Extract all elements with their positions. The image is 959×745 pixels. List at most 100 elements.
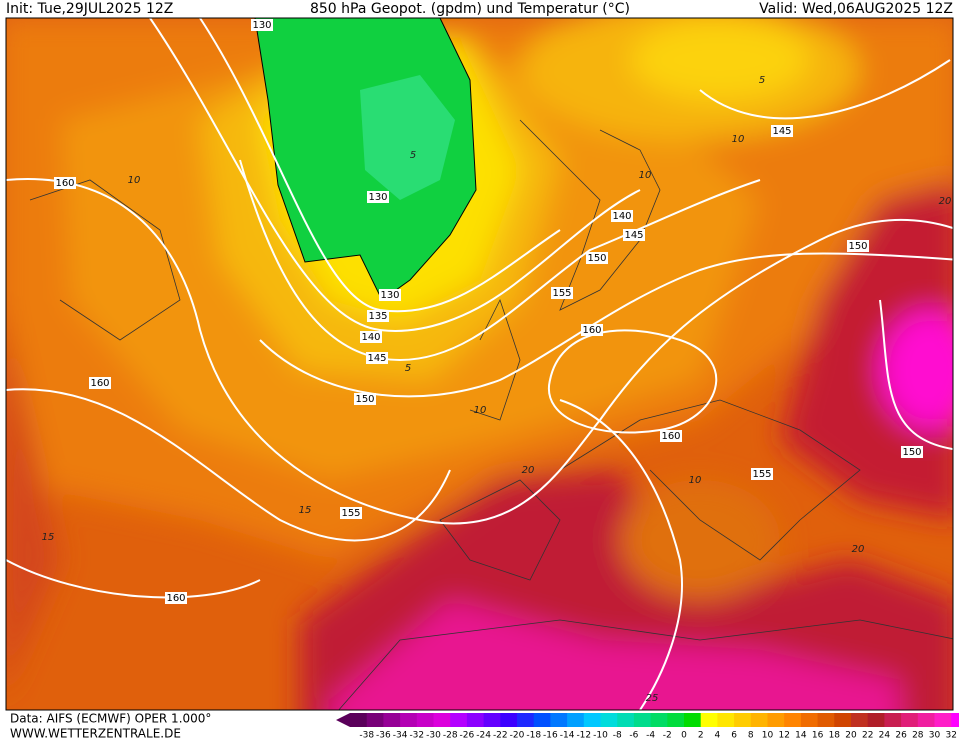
- init-label: Init: Tue,29JUL2025 12Z: [6, 1, 173, 17]
- colorbar-swatch: [400, 713, 418, 727]
- geopotential-label: 150: [848, 241, 867, 252]
- isotherm-label: 10: [474, 405, 487, 416]
- colorbar-tick-label: 30: [929, 731, 941, 741]
- geopotential-label: 160: [582, 325, 601, 336]
- colorbar-swatch: [901, 713, 919, 727]
- geopotential-label-box: [751, 468, 773, 480]
- colorbar-tick-label: 10: [762, 731, 774, 741]
- colorbar-swatch: [650, 713, 668, 727]
- colorbar-swatch: [884, 713, 902, 727]
- isotherm-label: 5: [759, 75, 765, 86]
- data-source: Data: AIFS (ECMWF) OPER 1.000°: [10, 712, 211, 726]
- isotherm-label: 15: [42, 532, 55, 543]
- isotherm-label: 10: [639, 170, 652, 181]
- isotherm-label: 20: [939, 196, 952, 207]
- geopotential-label-box: [586, 252, 608, 264]
- isotherm-label: 5: [405, 363, 411, 374]
- map-title: 850 hPa Geopot. (gpdm) und Temperatur (°…: [310, 1, 630, 17]
- geopotential-label-box: [367, 310, 389, 322]
- colorbar-swatch: [433, 713, 451, 727]
- geopotential-label-box: [551, 287, 573, 299]
- geopotential-label: 145: [367, 353, 386, 364]
- geopotential-label: 145: [624, 230, 643, 241]
- colorbar-tick-label: 28: [912, 731, 924, 741]
- geopotential-label: 150: [587, 253, 606, 264]
- colorbar-tick-label: -38: [359, 731, 374, 741]
- geopotential-label: 140: [361, 332, 380, 343]
- colorbar-tick-label: -34: [393, 731, 408, 741]
- isotherm-label: 10: [689, 475, 702, 486]
- geopotential-label-box: [623, 229, 645, 241]
- geopotential-label-box: [89, 377, 111, 389]
- isotherm-label: 10: [732, 134, 745, 145]
- colorbar-swatch: [851, 713, 869, 727]
- geopotential-label-box: [611, 210, 633, 222]
- colorbar-tick-label: 6: [731, 731, 737, 741]
- geopotential-label-box: [366, 352, 388, 364]
- colorbar-swatch: [633, 713, 652, 727]
- geopotential-label: 150: [902, 447, 921, 458]
- colorbar-swatch: [567, 713, 585, 727]
- colorbar-tick-label: -12: [576, 731, 591, 741]
- colorbar-swatch: [667, 713, 685, 727]
- geopotential-label: 160: [55, 178, 74, 189]
- geopotential-label-box: [847, 240, 869, 252]
- geopotential-label: 140: [612, 211, 631, 222]
- geopotential-label: 160: [90, 378, 109, 389]
- colorbar-swatch: [717, 713, 735, 727]
- colorbar-swatch: [834, 713, 852, 727]
- geopotential-label: 155: [552, 288, 571, 299]
- colorbar-swatch: [383, 713, 401, 727]
- colorbar-swatch: [700, 713, 718, 727]
- colorbar-swatch: [767, 713, 785, 727]
- colorbar-swatch: [750, 713, 768, 727]
- isotherm-label: 20: [522, 465, 535, 476]
- colorbar-tick-label: -24: [476, 731, 491, 741]
- colorbar-swatch: [500, 713, 518, 727]
- colorbar-swatch: [466, 713, 485, 727]
- colorbar-swatch: [951, 713, 959, 727]
- colorbar-swatch: [917, 713, 935, 727]
- colorbar-tick-label: -2: [663, 731, 672, 741]
- coastlines: [29, 119, 953, 710]
- colorbar-tick-label: 12: [778, 731, 789, 741]
- geopotential-label-box: [660, 430, 682, 442]
- colorbar-tick-label: -8: [613, 731, 622, 741]
- geopotential-label: 150: [355, 394, 374, 405]
- colorbar-tick-label: 8: [748, 731, 754, 741]
- colorbar-swatch: [366, 713, 384, 727]
- geopotential-label-box: [367, 191, 389, 203]
- colorbar-tick-label: -28: [443, 731, 458, 741]
- geopotential-label-box: [54, 177, 76, 189]
- geopotential-label: 155: [341, 508, 360, 519]
- map-frame: [5, 17, 954, 711]
- geopotential-contours: [6, 18, 953, 710]
- colorbar-swatch: [784, 713, 802, 727]
- colorbar-tick-label: -18: [526, 731, 541, 741]
- colorbar-swatch: [533, 713, 551, 727]
- colorbar-swatch: [734, 713, 752, 727]
- colorbar-tick-label: 32: [945, 731, 956, 741]
- colorbar-swatch: [483, 713, 501, 727]
- geopotential-label: 135: [368, 311, 387, 322]
- colorbar-tick-label: 20: [845, 731, 857, 741]
- geopotential-label: 130: [368, 192, 387, 203]
- isotherm-label: 5: [410, 150, 416, 161]
- geopotential-label-box: [771, 125, 793, 137]
- colorbar-tick-label: -30: [426, 731, 441, 741]
- colorbar-swatch: [450, 713, 468, 727]
- colorbar-tick-label: -16: [543, 731, 558, 741]
- geopotential-label: 130: [380, 290, 399, 301]
- colorbar-swatch: [517, 713, 535, 727]
- geopotential-label-box: [251, 19, 273, 31]
- geopotential-label: 155: [752, 469, 771, 480]
- geopotential-label-box: [901, 446, 923, 458]
- colorbar-tick-label: -10: [593, 731, 608, 741]
- colorbar-tick-label: -26: [460, 731, 475, 741]
- isotherm-label: 20: [852, 544, 865, 555]
- colorbar-tick-label: -20: [510, 731, 525, 741]
- colorbar-tick-label: -22: [493, 731, 508, 741]
- colorbar-tick-label: -14: [560, 731, 575, 741]
- geopotential-label: 160: [661, 431, 680, 442]
